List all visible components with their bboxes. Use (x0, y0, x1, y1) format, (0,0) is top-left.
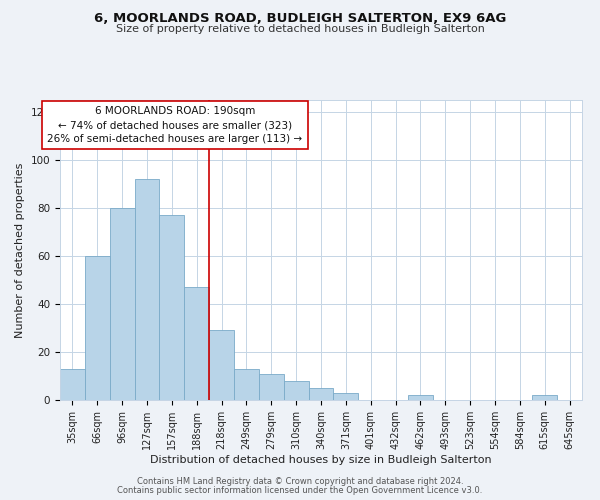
Text: Size of property relative to detached houses in Budleigh Salterton: Size of property relative to detached ho… (116, 24, 484, 34)
Text: Contains HM Land Registry data © Crown copyright and database right 2024.: Contains HM Land Registry data © Crown c… (137, 477, 463, 486)
Bar (160, 215, 184, 400)
Bar (334, 393, 358, 400)
Bar (308, 388, 334, 400)
Text: 6 MOORLANDS ROAD: 190sqm
← 74% of detached houses are smaller (323)
26% of semi-: 6 MOORLANDS ROAD: 190sqm ← 74% of detach… (47, 106, 302, 144)
Bar (532, 395, 557, 400)
Bar (60, 369, 85, 400)
Text: 6, MOORLANDS ROAD, BUDLEIGH SALTERTON, EX9 6AG: 6, MOORLANDS ROAD, BUDLEIGH SALTERTON, E… (94, 12, 506, 26)
Bar (110, 208, 134, 400)
Bar (408, 395, 433, 400)
Bar (234, 369, 259, 400)
Bar (284, 381, 308, 400)
Bar (134, 179, 160, 400)
Bar (209, 330, 234, 400)
Bar (259, 374, 284, 400)
Text: Contains public sector information licensed under the Open Government Licence v3: Contains public sector information licen… (118, 486, 482, 495)
Bar (85, 256, 110, 400)
Y-axis label: Number of detached properties: Number of detached properties (15, 162, 25, 338)
Bar (184, 287, 209, 400)
X-axis label: Distribution of detached houses by size in Budleigh Salterton: Distribution of detached houses by size … (150, 454, 492, 464)
